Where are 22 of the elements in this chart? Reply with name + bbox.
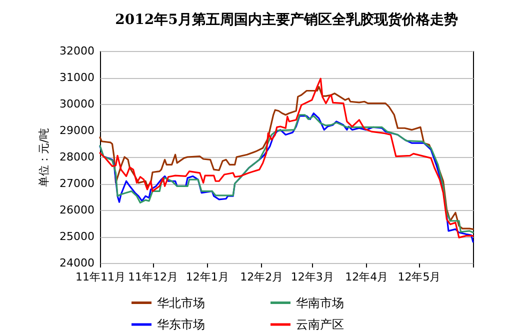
legend-label: 华东市场 xyxy=(157,318,205,332)
y-tick-label: 32000 xyxy=(60,44,94,58)
x-tick-label: 12年1月 xyxy=(186,270,229,284)
y-axis-title: 单位：元/吨 xyxy=(38,128,51,187)
x-tick-label: 11年11月 xyxy=(76,270,126,284)
legend-label: 华南市场 xyxy=(296,296,344,310)
x-tick-label: 12年5月 xyxy=(398,270,441,284)
x-tick-label: 12年4月 xyxy=(345,270,388,284)
chart-title: 2012年5月第五周国内主要产销区全乳胶现货价格走势 xyxy=(115,11,458,28)
x-tick-label: 12年2月 xyxy=(240,270,284,284)
y-tick-label: 24000 xyxy=(60,256,94,270)
y-tick-label: 30000 xyxy=(60,98,94,110)
y-tick-label: 31000 xyxy=(60,71,94,84)
y-tick-label: 27000 xyxy=(60,177,94,190)
y-tick-label: 28000 xyxy=(60,150,94,164)
legend-label: 华北市场 xyxy=(157,296,205,310)
legend-label: 云南产区 xyxy=(296,318,344,332)
y-tick-label: 26000 xyxy=(60,204,94,216)
y-tick-label: 29000 xyxy=(60,124,94,137)
x-tick-label: 11年12月 xyxy=(128,270,178,284)
x-tick-label: 12年3月 xyxy=(290,270,334,284)
y-tick-label: 25000 xyxy=(60,230,94,243)
